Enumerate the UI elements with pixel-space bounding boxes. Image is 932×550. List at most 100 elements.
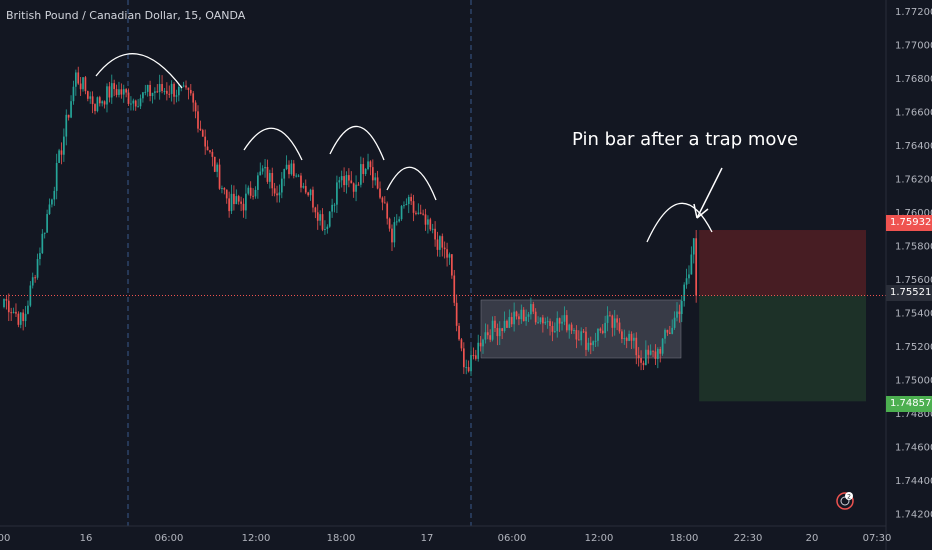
candle[interactable] (58, 148, 60, 163)
candle[interactable] (86, 90, 89, 102)
candle[interactable] (127, 88, 130, 106)
candle[interactable] (383, 196, 386, 204)
candle[interactable] (652, 350, 654, 357)
candle[interactable] (546, 316, 549, 329)
candle[interactable] (139, 94, 142, 110)
candle[interactable] (22, 309, 25, 331)
candle[interactable] (211, 149, 214, 167)
candle[interactable] (530, 297, 532, 320)
candle[interactable] (407, 194, 410, 214)
candle[interactable] (223, 187, 226, 195)
candle[interactable] (328, 210, 331, 228)
candle[interactable] (288, 160, 290, 179)
candle[interactable] (240, 196, 242, 212)
candle[interactable] (48, 198, 51, 215)
candle[interactable] (640, 350, 642, 371)
candle[interactable] (489, 329, 492, 343)
candle[interactable] (570, 322, 573, 334)
candle[interactable] (443, 241, 446, 259)
candle[interactable] (609, 311, 611, 317)
candle[interactable] (55, 153, 58, 200)
candle[interactable] (395, 214, 398, 226)
swing-high-arc[interactable] (329, 125, 385, 161)
candle[interactable] (316, 204, 319, 230)
candle[interactable] (280, 172, 283, 199)
candle[interactable] (565, 310, 568, 333)
candle[interactable] (403, 201, 405, 209)
candle[interactable] (527, 312, 530, 323)
candle[interactable] (273, 182, 276, 197)
candle[interactable] (434, 221, 436, 247)
candle[interactable] (604, 315, 606, 338)
candle[interactable] (376, 170, 379, 190)
candle[interactable] (510, 312, 513, 328)
candle[interactable] (237, 194, 240, 205)
candle[interactable] (611, 314, 614, 337)
candle[interactable] (209, 150, 211, 154)
candle[interactable] (115, 84, 118, 98)
candle[interactable] (453, 269, 456, 307)
candle[interactable] (563, 306, 566, 326)
candle[interactable] (108, 81, 111, 103)
swing-high-arc[interactable] (646, 202, 713, 243)
candle[interactable] (465, 359, 468, 375)
candle[interactable] (266, 159, 269, 184)
candle[interactable] (24, 306, 27, 327)
candle[interactable] (642, 360, 645, 371)
candle[interactable] (393, 216, 396, 248)
candle[interactable] (247, 185, 250, 196)
candle[interactable] (98, 95, 101, 107)
candle[interactable] (245, 184, 247, 219)
candle[interactable] (381, 196, 384, 211)
candle[interactable] (589, 336, 592, 355)
candle[interactable] (470, 346, 472, 377)
candle[interactable] (606, 306, 609, 332)
candle[interactable] (623, 329, 626, 345)
candle[interactable] (436, 231, 439, 257)
candle[interactable] (118, 81, 120, 98)
candle[interactable] (664, 328, 666, 344)
candle[interactable] (537, 316, 539, 324)
candle[interactable] (460, 338, 463, 352)
candle[interactable] (417, 203, 420, 215)
swing-high-arc[interactable] (243, 127, 303, 161)
candle[interactable] (285, 155, 288, 171)
candle[interactable] (300, 172, 302, 193)
candle[interactable] (599, 327, 602, 334)
candle[interactable] (458, 323, 460, 341)
candle[interactable] (532, 301, 535, 315)
candle[interactable] (60, 142, 63, 165)
candle[interactable] (635, 332, 638, 365)
candle[interactable] (12, 307, 15, 314)
candle[interactable] (106, 83, 108, 113)
candle[interactable] (690, 246, 693, 275)
candle[interactable] (439, 235, 441, 257)
candle[interactable] (125, 88, 127, 98)
candle[interactable] (10, 307, 13, 321)
candle[interactable] (568, 323, 571, 339)
candle[interactable] (391, 224, 393, 251)
candle[interactable] (668, 325, 671, 335)
candle[interactable] (661, 338, 664, 356)
candle[interactable] (53, 186, 56, 206)
candle[interactable] (120, 83, 123, 99)
candle[interactable] (678, 304, 681, 323)
candle[interactable] (149, 80, 151, 102)
candle[interactable] (357, 182, 360, 186)
candle[interactable] (137, 99, 139, 108)
candle[interactable] (271, 167, 274, 197)
candle[interactable] (486, 324, 489, 340)
candle[interactable] (374, 172, 377, 186)
candle[interactable] (386, 201, 389, 225)
candle[interactable] (587, 337, 590, 352)
candle[interactable] (189, 84, 192, 96)
candle[interactable] (333, 202, 336, 213)
candle[interactable] (498, 321, 501, 346)
candle[interactable] (364, 168, 367, 177)
candle[interactable] (192, 91, 195, 112)
candle[interactable] (422, 209, 424, 216)
candle[interactable] (154, 87, 156, 100)
candle[interactable] (146, 84, 149, 97)
candle[interactable] (666, 329, 669, 336)
candle[interactable] (199, 120, 202, 132)
